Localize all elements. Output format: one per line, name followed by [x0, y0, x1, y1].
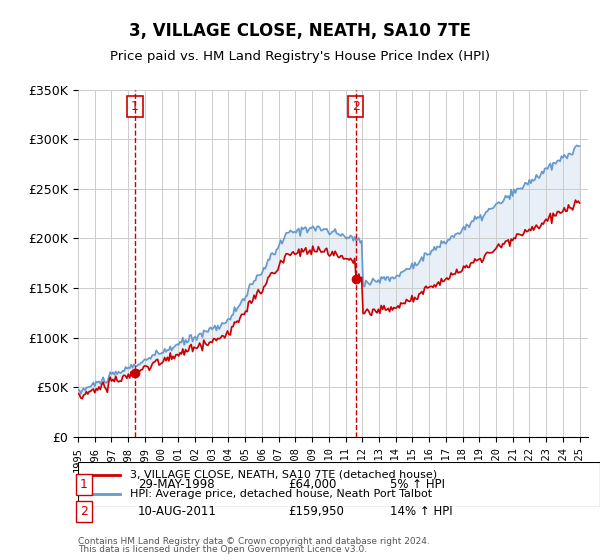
Text: 14% ↑ HPI: 14% ↑ HPI	[390, 505, 452, 518]
Text: 3, VILLAGE CLOSE, NEATH, SA10 7TE (detached house): 3, VILLAGE CLOSE, NEATH, SA10 7TE (detac…	[130, 469, 437, 479]
FancyBboxPatch shape	[78, 462, 600, 507]
Text: 10-AUG-2011: 10-AUG-2011	[138, 505, 217, 518]
Text: £159,950: £159,950	[288, 505, 344, 518]
Text: £64,000: £64,000	[288, 478, 337, 491]
Text: 2: 2	[80, 505, 88, 518]
Text: 1: 1	[131, 100, 139, 113]
Text: 3, VILLAGE CLOSE, NEATH, SA10 7TE: 3, VILLAGE CLOSE, NEATH, SA10 7TE	[129, 22, 471, 40]
Text: Price paid vs. HM Land Registry's House Price Index (HPI): Price paid vs. HM Land Registry's House …	[110, 50, 490, 63]
Text: 29-MAY-1998: 29-MAY-1998	[138, 478, 215, 491]
Text: 2: 2	[352, 100, 359, 113]
Text: 1: 1	[80, 478, 88, 491]
Text: Contains HM Land Registry data © Crown copyright and database right 2024.: Contains HM Land Registry data © Crown c…	[78, 537, 430, 546]
Text: 5% ↑ HPI: 5% ↑ HPI	[390, 478, 445, 491]
Text: HPI: Average price, detached house, Neath Port Talbot: HPI: Average price, detached house, Neat…	[130, 489, 433, 500]
Text: This data is licensed under the Open Government Licence v3.0.: This data is licensed under the Open Gov…	[78, 545, 367, 554]
